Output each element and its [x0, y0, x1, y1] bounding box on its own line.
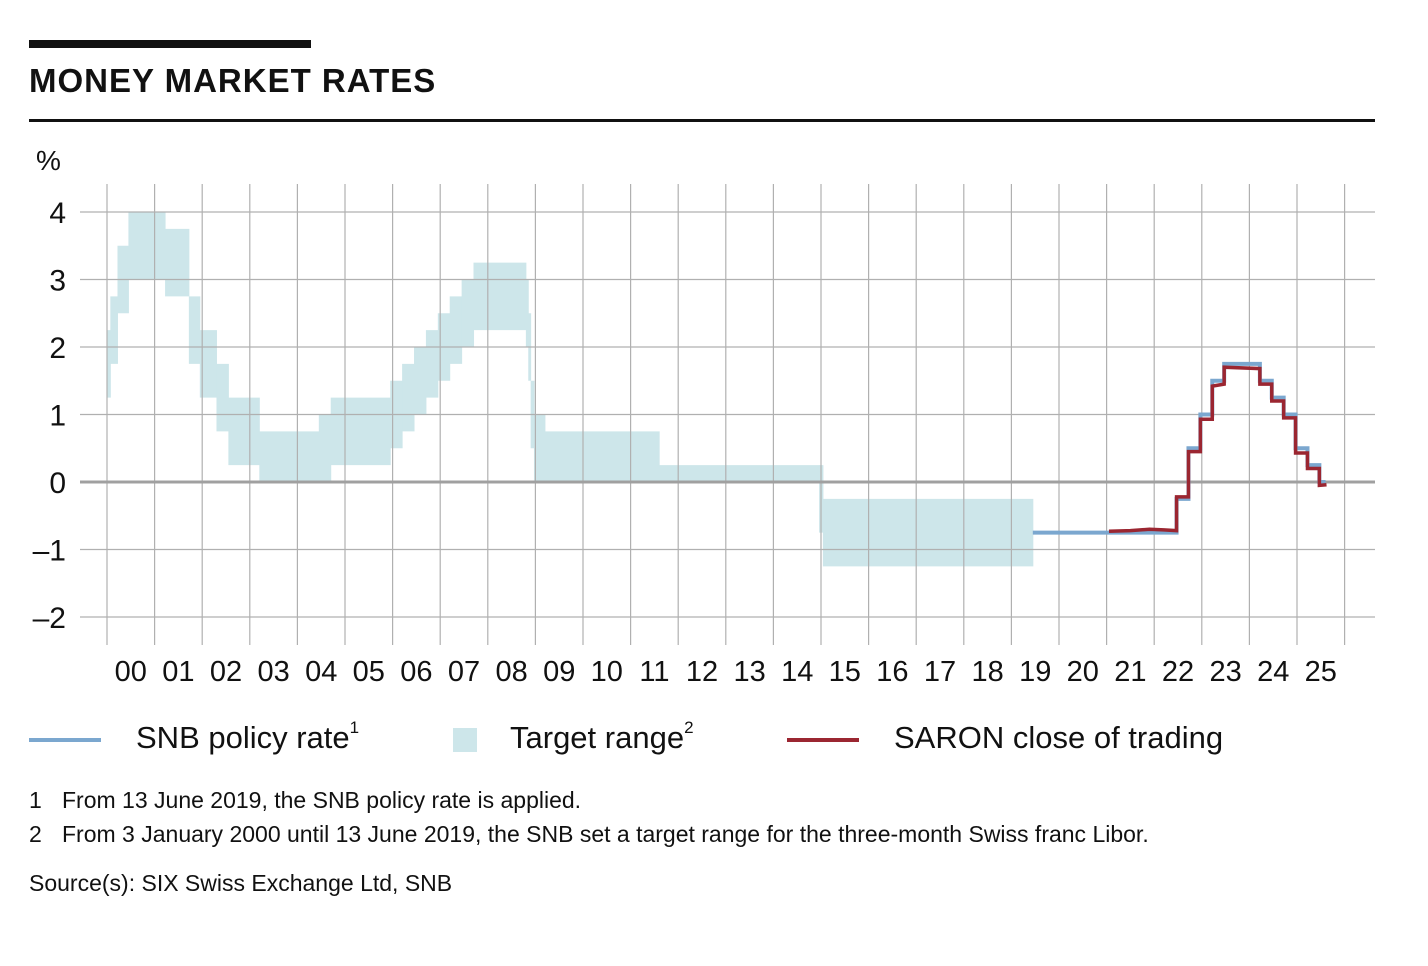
saron-line — [1108, 365, 1327, 534]
target-range-segment — [110, 296, 118, 364]
x-tick-label: 05 — [353, 656, 385, 688]
title-bar-decoration — [29, 40, 311, 48]
y-tick-label: 0 — [49, 467, 66, 500]
x-tick-label: 12 — [686, 656, 718, 688]
x-tick-label: 16 — [876, 656, 908, 688]
footnote-text: From 13 June 2019, the SNB policy rate i… — [62, 787, 582, 813]
target-range-segment — [107, 330, 111, 398]
legend-label: SARON close of trading — [894, 720, 1224, 755]
legend-sup: 2 — [684, 718, 694, 737]
legend-saron-swatch — [787, 738, 859, 742]
footnote-1: 1 From 13 June 2019, the SNB policy rate … — [29, 787, 581, 814]
x-tick-label: 22 — [1162, 656, 1194, 688]
target-range-segment — [461, 279, 475, 347]
x-tick-label: 10 — [591, 656, 623, 688]
legend-label: Target range — [510, 720, 685, 755]
target-range-segment — [544, 431, 660, 482]
policy-rate-line — [1032, 361, 1326, 535]
x-tick-label: 11 — [639, 656, 669, 688]
x-tick-label: 21 — [1114, 656, 1146, 688]
x-tick-label: 01 — [162, 656, 194, 688]
x-tick-label: 14 — [781, 656, 813, 688]
target-range-segment — [165, 228, 190, 297]
x-tick-label: 09 — [543, 656, 575, 688]
x-tick-label: 00 — [115, 656, 147, 688]
target-range-segment — [318, 414, 332, 482]
footnote-number: 1 — [29, 787, 42, 813]
target-range-segment — [525, 279, 529, 347]
x-tick-label: 15 — [829, 656, 861, 688]
source-note: Source(s): SIX Swiss Exchange Ltd, SNB — [29, 870, 453, 896]
target-range-segment — [259, 431, 320, 482]
target-range-segment — [402, 363, 415, 432]
x-tick-label: 25 — [1305, 656, 1337, 688]
target-range-segment — [330, 397, 391, 466]
target-range-segment — [228, 397, 260, 466]
y-axis-label: % — [36, 145, 61, 176]
target-range-segment — [128, 212, 166, 280]
y-tick-label: –2 — [33, 602, 66, 635]
legend-saron: SARON close of trading — [894, 720, 1223, 756]
x-tick-label: 19 — [1019, 656, 1051, 688]
y-tick-label: –1 — [33, 535, 66, 568]
target-range-segment — [425, 330, 439, 398]
x-tick-label: 24 — [1257, 656, 1289, 688]
legend-sup: 1 — [349, 718, 360, 737]
x-tick-label: 02 — [210, 656, 242, 688]
footnote-number: 2 — [29, 821, 42, 847]
title-rule — [29, 119, 1375, 122]
y-tick-label: 2 — [49, 332, 66, 365]
x-tick-label: 23 — [1209, 656, 1241, 688]
x-tick-label: 13 — [733, 656, 765, 688]
legend-target-range-swatch — [453, 728, 477, 752]
legend-policy-rate: SNB policy rate1 — [136, 718, 360, 756]
legend-policy-rate-swatch — [29, 738, 101, 742]
x-tick-label: 07 — [448, 656, 480, 688]
y-tick-label: 4 — [49, 197, 66, 230]
target-range-segment — [216, 363, 229, 432]
legend-target-range: Target range2 — [510, 718, 694, 756]
x-tick-label: 18 — [971, 656, 1003, 688]
target-range-segment — [414, 347, 427, 415]
x-tick-label: 04 — [305, 656, 337, 688]
target-range-segment — [822, 498, 1034, 567]
footnote-2: 2 From 3 January 2000 until 13 June 2019,… — [29, 821, 1149, 848]
target-range-segment — [659, 465, 820, 482]
x-tick-label: 03 — [257, 656, 289, 688]
target-range-segment — [188, 296, 201, 364]
y-tick-label: 1 — [49, 400, 66, 433]
y-tick-label: 3 — [49, 265, 66, 298]
target-range-segment — [533, 414, 546, 482]
x-tick-label: 17 — [924, 656, 956, 688]
target-range-segment — [449, 296, 463, 364]
x-tick-label: 08 — [495, 656, 527, 688]
footnote-text: From 3 January 2000 until 13 June 2019, … — [62, 821, 1149, 847]
x-tick-label: 06 — [400, 656, 432, 688]
target-range-segment — [473, 262, 527, 331]
legend-label: SNB policy rate — [136, 720, 350, 755]
x-tick-label: 20 — [1067, 656, 1099, 688]
chart-title: MONEY MARKET RATES — [29, 62, 437, 99]
